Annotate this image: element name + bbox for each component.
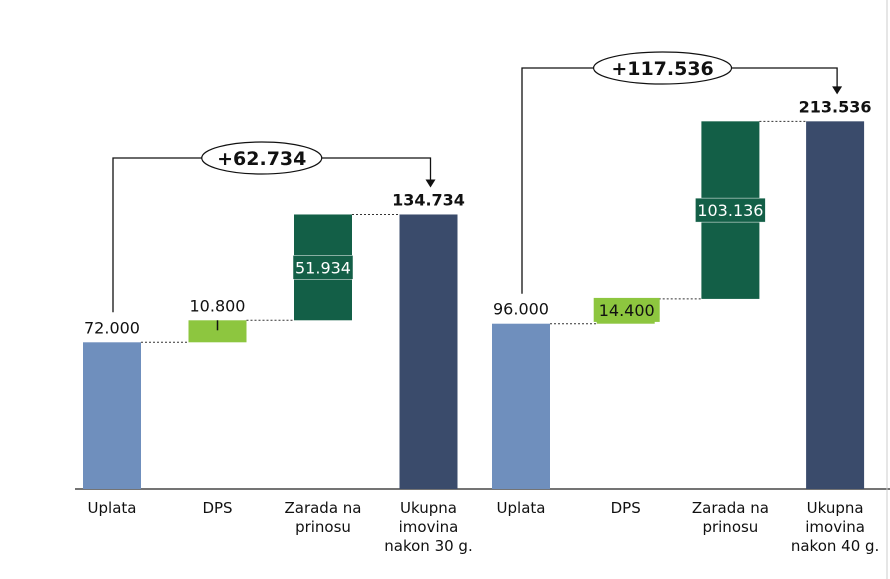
difference-bubble	[201, 141, 323, 175]
value-label: 103.136	[697, 201, 763, 220]
chart-panel-2: Uplata DPS Zarada na prinosu Ukupna imovina na…	[492, 51, 879, 555]
difference-bracket	[521, 67, 838, 294]
total-value-label: 134.734	[392, 190, 465, 209]
category-label-line: nakon 40 g.	[791, 537, 879, 555]
category-label-line: prinosu	[295, 518, 351, 536]
category-label-line: Zarada na	[284, 499, 361, 517]
arrow-down-icon	[425, 179, 436, 188]
category-label-line: Uplata	[497, 499, 546, 517]
category-label-line: imovina	[805, 518, 865, 536]
difference-bubble	[592, 51, 733, 85]
chart-panel-1: Uplata DPS Zarada na prinosu Ukupna imovina na…	[83, 141, 473, 555]
value-label: 96.000	[493, 300, 549, 319]
category-label: Uplata	[497, 499, 546, 517]
value-label-bg	[593, 297, 660, 322]
category-label-line: Uplata	[88, 499, 137, 517]
category-label-line: prinosu	[702, 518, 758, 536]
bar-0	[83, 342, 141, 489]
category-label: DPS	[202, 499, 232, 517]
category-label: Ukupna imovina nakon 40 g.	[791, 499, 879, 555]
value-label: 51.934	[295, 258, 351, 277]
value-label: 72.000	[84, 318, 140, 337]
category-label-line: Ukupna	[807, 499, 864, 517]
value-label-bg	[292, 255, 354, 280]
bar-3	[399, 214, 458, 489]
difference-label: +62.734	[217, 148, 306, 170]
value-label: 10.800	[190, 296, 246, 315]
bar-3	[806, 121, 865, 490]
category-label-line: DPS	[611, 499, 641, 517]
category-label-line: DPS	[202, 499, 232, 517]
category-label-line: imovina	[399, 518, 459, 536]
category-label: DPS	[611, 499, 641, 517]
bar-0	[492, 323, 550, 489]
value-label-bg	[695, 197, 766, 223]
category-label-line: Ukupna	[400, 499, 457, 517]
category-label-line: nakon 30 g.	[384, 537, 472, 555]
difference-label: +117.536	[611, 58, 713, 80]
difference-bracket	[112, 157, 432, 313]
category-label: Uplata	[88, 499, 137, 517]
category-label-line: Zarada na	[692, 499, 769, 517]
value-label: 14.400	[599, 301, 655, 320]
category-label: Ukupna imovina nakon 30 g.	[384, 499, 472, 555]
arrow-down-icon	[832, 86, 843, 95]
category-label: Zarada na prinosu	[692, 499, 769, 536]
bar-1	[188, 320, 247, 343]
total-value-label: 213.536	[799, 97, 872, 116]
category-label: Zarada na prinosu	[284, 499, 361, 536]
